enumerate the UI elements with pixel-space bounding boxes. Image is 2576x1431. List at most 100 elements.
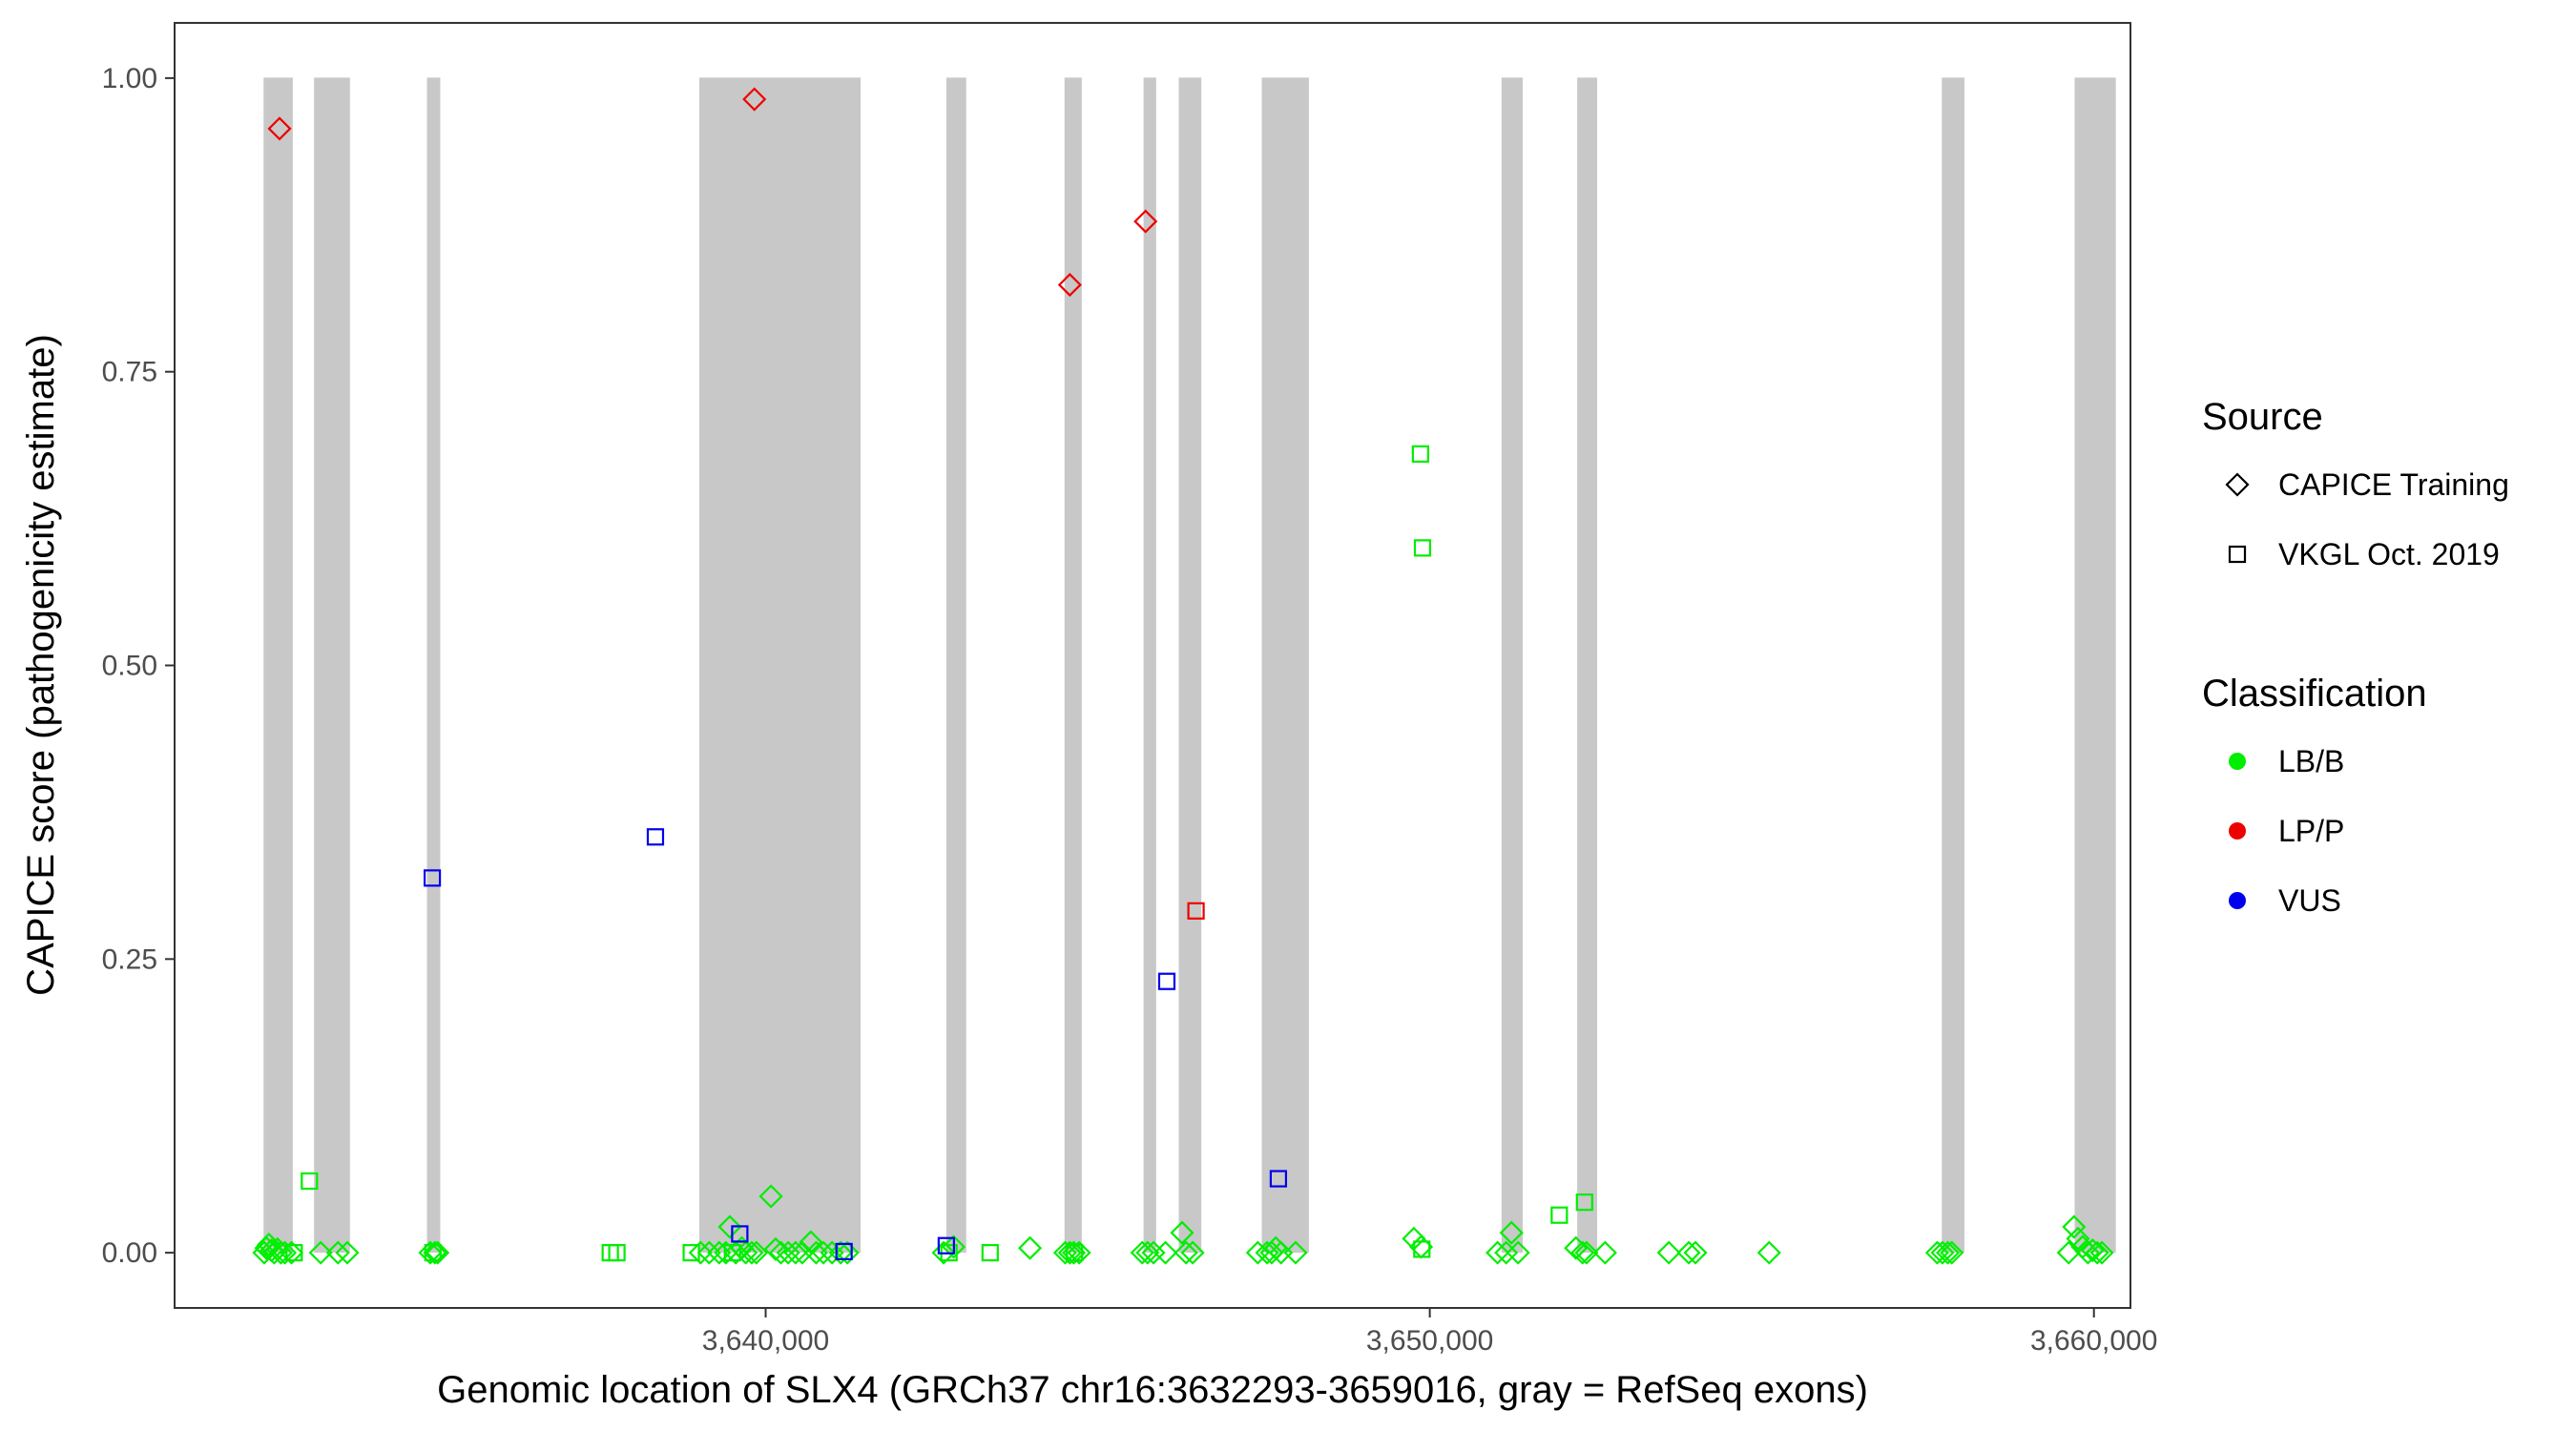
legend-diamond-key	[2225, 472, 2250, 497]
data-point	[828, 1240, 853, 1265]
data-point	[1187, 902, 1205, 920]
data-point	[758, 1184, 783, 1209]
data-point	[1141, 1240, 1166, 1265]
data-point	[1592, 1240, 1617, 1265]
data-point	[1157, 972, 1176, 990]
y-tick-label: 0.75	[102, 357, 157, 388]
exon-band	[698, 77, 862, 1254]
data-point	[1133, 209, 1158, 234]
data-point	[1485, 1240, 1510, 1265]
exon-band	[1261, 77, 1309, 1254]
x-axis-title: Genomic location of SLX4 (GRCh37 chr16:3…	[437, 1369, 1868, 1411]
data-point	[1130, 1240, 1154, 1265]
x-axis: 3,640,000 3,650,000 3,660,000	[702, 1308, 2157, 1357]
data-point	[1057, 1240, 1082, 1265]
data-point	[1940, 1240, 1964, 1265]
data-point	[1283, 1240, 1308, 1265]
data-point	[1574, 1240, 1599, 1265]
x-tick-label: 3,650,000	[1366, 1325, 1493, 1357]
data-point	[426, 1240, 450, 1265]
data-point	[268, 1240, 293, 1265]
legend-source: Source CAPICE Training VKGL Oct. 2019	[2202, 396, 2509, 571]
data-point	[1413, 1240, 1431, 1258]
exon-bands	[263, 77, 2116, 1254]
data-point	[1570, 1240, 1595, 1265]
data-point	[696, 1240, 721, 1265]
data-point	[279, 1240, 304, 1265]
y-tick-label: 0.50	[102, 651, 157, 682]
data-point	[646, 828, 665, 846]
data-point	[1067, 1240, 1091, 1265]
data-point	[744, 1240, 769, 1265]
data-point	[1174, 1240, 1198, 1265]
legend-classification: Classification LB/B LP/P VUS	[2202, 673, 2427, 918]
legend-source-label: CAPICE Training	[2278, 467, 2509, 502]
exon-band	[314, 77, 350, 1254]
data-point	[335, 1240, 360, 1265]
data-point	[1676, 1240, 1701, 1265]
y-axis-title: CAPICE score (pathogenicity estimate)	[20, 334, 62, 996]
y-tick-label: 0.25	[102, 944, 157, 975]
data-point	[739, 1240, 764, 1265]
legend-color-key	[2229, 822, 2246, 840]
data-point	[1499, 1220, 1524, 1245]
data-point	[2062, 1214, 2087, 1239]
y-axis: 0.00 0.25 0.50 0.75 1.00	[102, 63, 175, 1269]
data-point	[835, 1240, 860, 1265]
data-point	[937, 1236, 955, 1255]
data-point	[1057, 273, 1082, 298]
data-point	[941, 1234, 966, 1259]
data-point	[285, 1244, 303, 1262]
data-point	[707, 1240, 732, 1265]
data-point	[717, 1214, 742, 1239]
exon-band	[2074, 77, 2116, 1254]
data-point	[424, 1244, 442, 1262]
data-point	[1259, 1240, 1284, 1265]
data-point	[763, 1236, 788, 1261]
exon-band	[263, 77, 293, 1254]
data-point	[1575, 1193, 1593, 1212]
data-point	[1494, 1240, 1519, 1265]
data-point	[1153, 1240, 1178, 1265]
y-tick-label: 0.00	[102, 1237, 157, 1269]
data-point	[1413, 539, 1432, 557]
x-tick-label: 3,660,000	[2030, 1325, 2157, 1357]
legend-classification-label: LP/P	[2278, 814, 2344, 848]
data-point	[1170, 1220, 1195, 1245]
data-point	[723, 1244, 741, 1262]
exon-band	[945, 77, 966, 1254]
data-point	[301, 1172, 319, 1191]
legend-source-title: Source	[2202, 396, 2323, 438]
data-point	[734, 1240, 758, 1265]
data-point	[742, 87, 767, 112]
data-point	[608, 1244, 626, 1262]
data-point	[325, 1240, 350, 1265]
exon-band	[426, 77, 441, 1254]
data-point	[1066, 1244, 1084, 1262]
data-point	[1756, 1240, 1781, 1265]
data-point	[783, 1240, 808, 1265]
data-points	[252, 87, 2114, 1265]
data-point	[835, 1242, 853, 1260]
data-point	[418, 1240, 443, 1265]
data-point	[723, 1240, 748, 1265]
y-tick-label: 1.00	[102, 63, 157, 94]
exon-band	[1501, 77, 1524, 1254]
data-point	[1550, 1206, 1568, 1224]
legend-classification-title: Classification	[2202, 673, 2427, 715]
data-point	[1269, 1170, 1288, 1188]
data-point	[688, 1240, 713, 1265]
legend-color-key	[2229, 892, 2246, 909]
legend-source-label: VKGL Oct. 2019	[2278, 537, 2500, 571]
data-point	[1135, 1240, 1160, 1265]
data-point	[811, 1240, 836, 1265]
data-point	[1018, 1235, 1043, 1260]
data-point	[423, 869, 442, 887]
data-point	[2080, 1238, 2105, 1263]
legend-classification-label: LB/B	[2278, 744, 2344, 778]
data-point	[2066, 1226, 2090, 1251]
legend-classification-label: VUS	[2278, 883, 2341, 918]
data-point	[1180, 1240, 1205, 1265]
exon-band	[1178, 77, 1202, 1254]
